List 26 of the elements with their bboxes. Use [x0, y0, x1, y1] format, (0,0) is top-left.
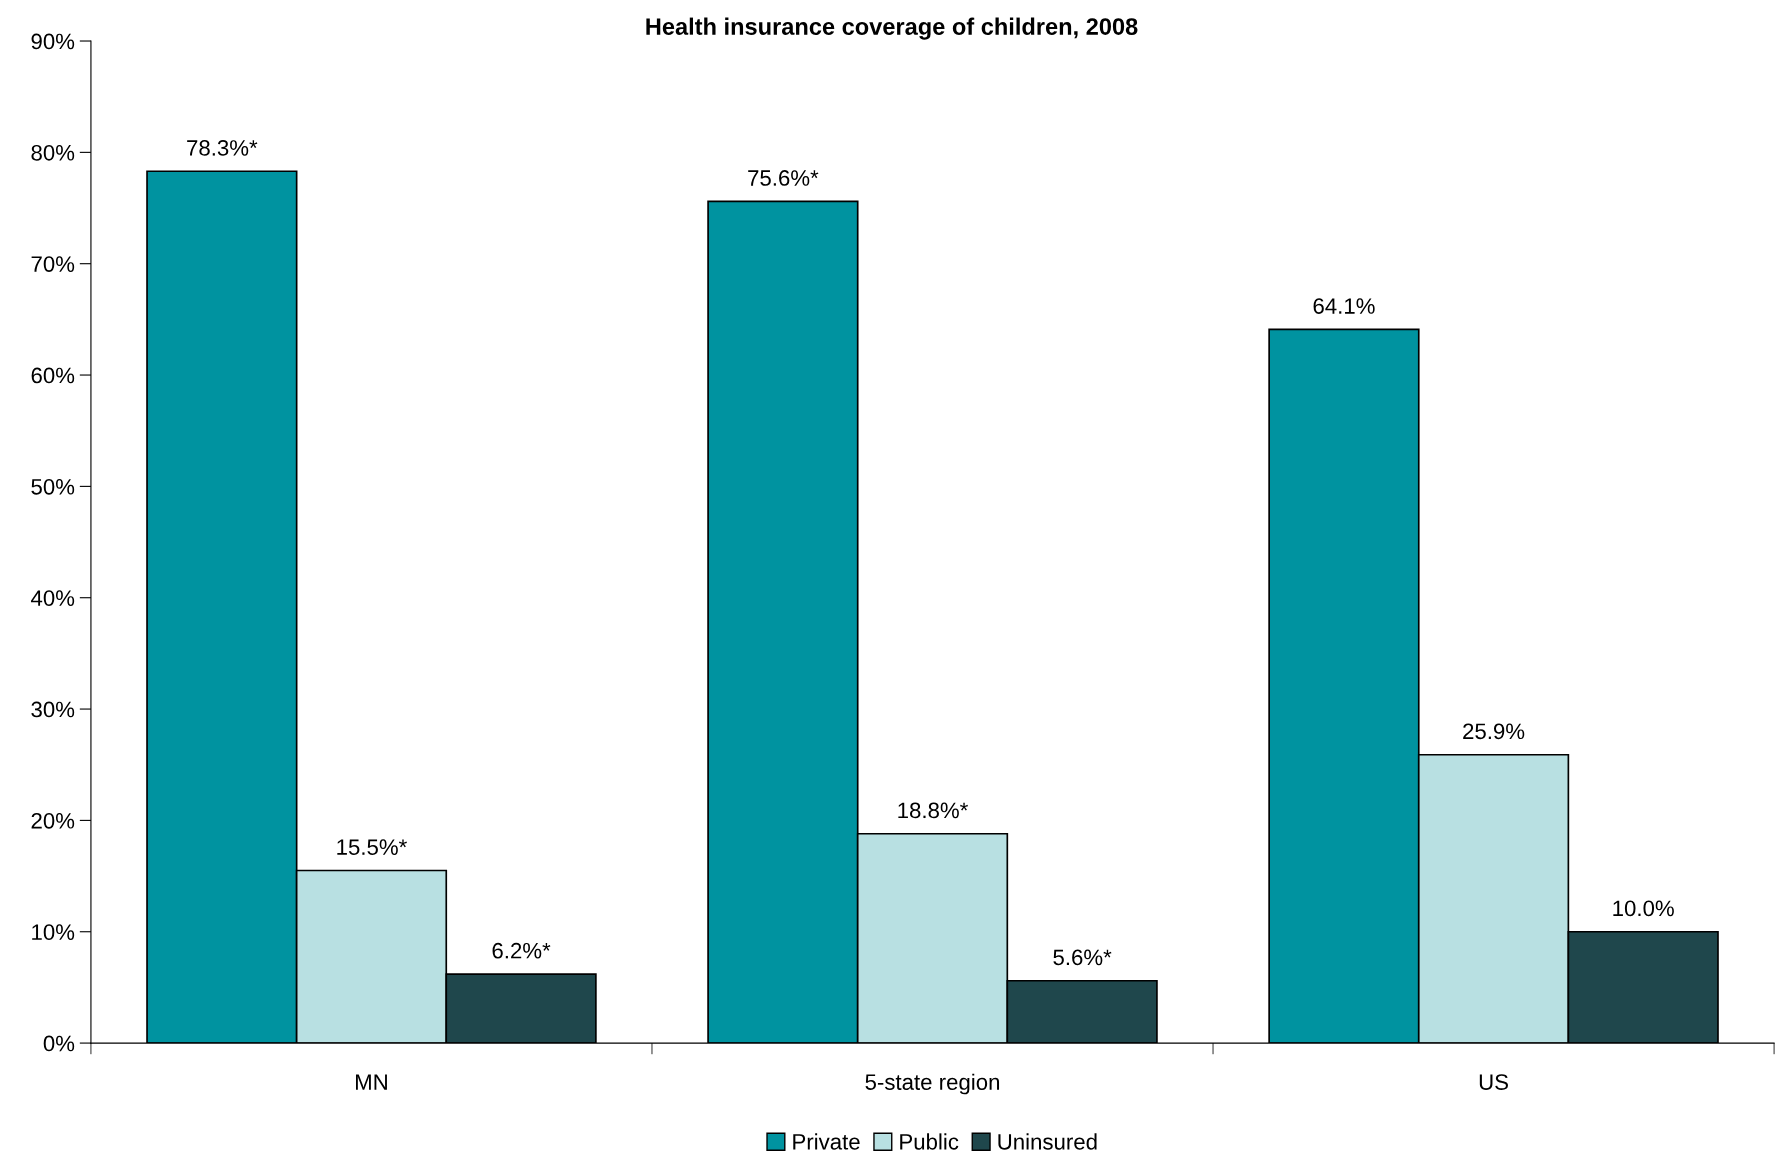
legend-label: Private [793, 1133, 860, 1150]
x-tick-label: MN [356, 1074, 387, 1090]
data-label: 75.6%* [748, 170, 819, 186]
data-label: 5.6%* [1053, 949, 1112, 966]
y-tick-label: 20% [31, 812, 75, 829]
data-label: 18.8%* [898, 802, 968, 819]
x-tick-label: 5-state region [865, 1073, 1000, 1095]
y-tick-label: 50% [31, 478, 75, 495]
y-tick-label: 30% [31, 701, 75, 718]
data-label: 78.3%* [187, 140, 258, 156]
data-label: 64.1% [1313, 298, 1375, 314]
legend-label: Uninsured [998, 1133, 1097, 1150]
y-tick-label: 80% [31, 144, 75, 161]
data-label: 6.2%* [492, 942, 551, 959]
y-tick-label: 0% [43, 1035, 75, 1052]
chart-title: Health insurance coverage of children, 2008 [646, 17, 1138, 40]
y-tick-label: 70% [31, 256, 75, 272]
y-tick-label: 10% [32, 924, 75, 941]
data-label: 15.5%* [337, 839, 407, 855]
y-tick-label: 90% [31, 33, 75, 50]
x-tick-label: US [1479, 1074, 1508, 1090]
y-tick-label: 60% [31, 367, 75, 384]
legend-label: Public [900, 1133, 959, 1150]
data-label: 25.9% [1463, 723, 1525, 740]
data-label: 10.0% [1613, 900, 1674, 917]
y-tick-label: 40% [31, 590, 75, 606]
